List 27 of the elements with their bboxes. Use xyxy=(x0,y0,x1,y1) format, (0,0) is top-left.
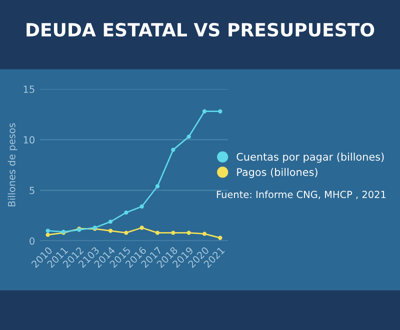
point xyxy=(186,230,191,235)
point xyxy=(108,220,113,224)
y-axis-title: Billones de pesos xyxy=(8,123,18,206)
point xyxy=(140,226,144,230)
y-tick-label: 10 xyxy=(24,136,34,144)
point xyxy=(186,134,191,139)
point xyxy=(171,230,176,235)
point xyxy=(124,210,128,215)
point xyxy=(155,230,160,235)
y-tick-label: 15 xyxy=(24,86,34,93)
legend-label: Pagos (billones) xyxy=(237,168,318,178)
point xyxy=(171,148,176,152)
annotation: Fuente: Informe CNG, MHCP , 2021 xyxy=(216,190,386,200)
point xyxy=(155,184,160,188)
chart-title: DEUDA ESTATAL VS PRESUPUESTO xyxy=(26,22,374,37)
point xyxy=(202,109,207,114)
point xyxy=(46,232,50,237)
point xyxy=(108,228,113,233)
point xyxy=(218,109,222,114)
point xyxy=(218,236,222,240)
point xyxy=(46,228,50,233)
y-tick-label: 5 xyxy=(30,186,34,194)
y-tick-label: 0 xyxy=(30,237,34,245)
legend-label: Cuentas por pagar (billones) xyxy=(236,152,384,163)
point xyxy=(124,230,128,235)
point xyxy=(202,232,207,236)
point xyxy=(140,204,144,209)
